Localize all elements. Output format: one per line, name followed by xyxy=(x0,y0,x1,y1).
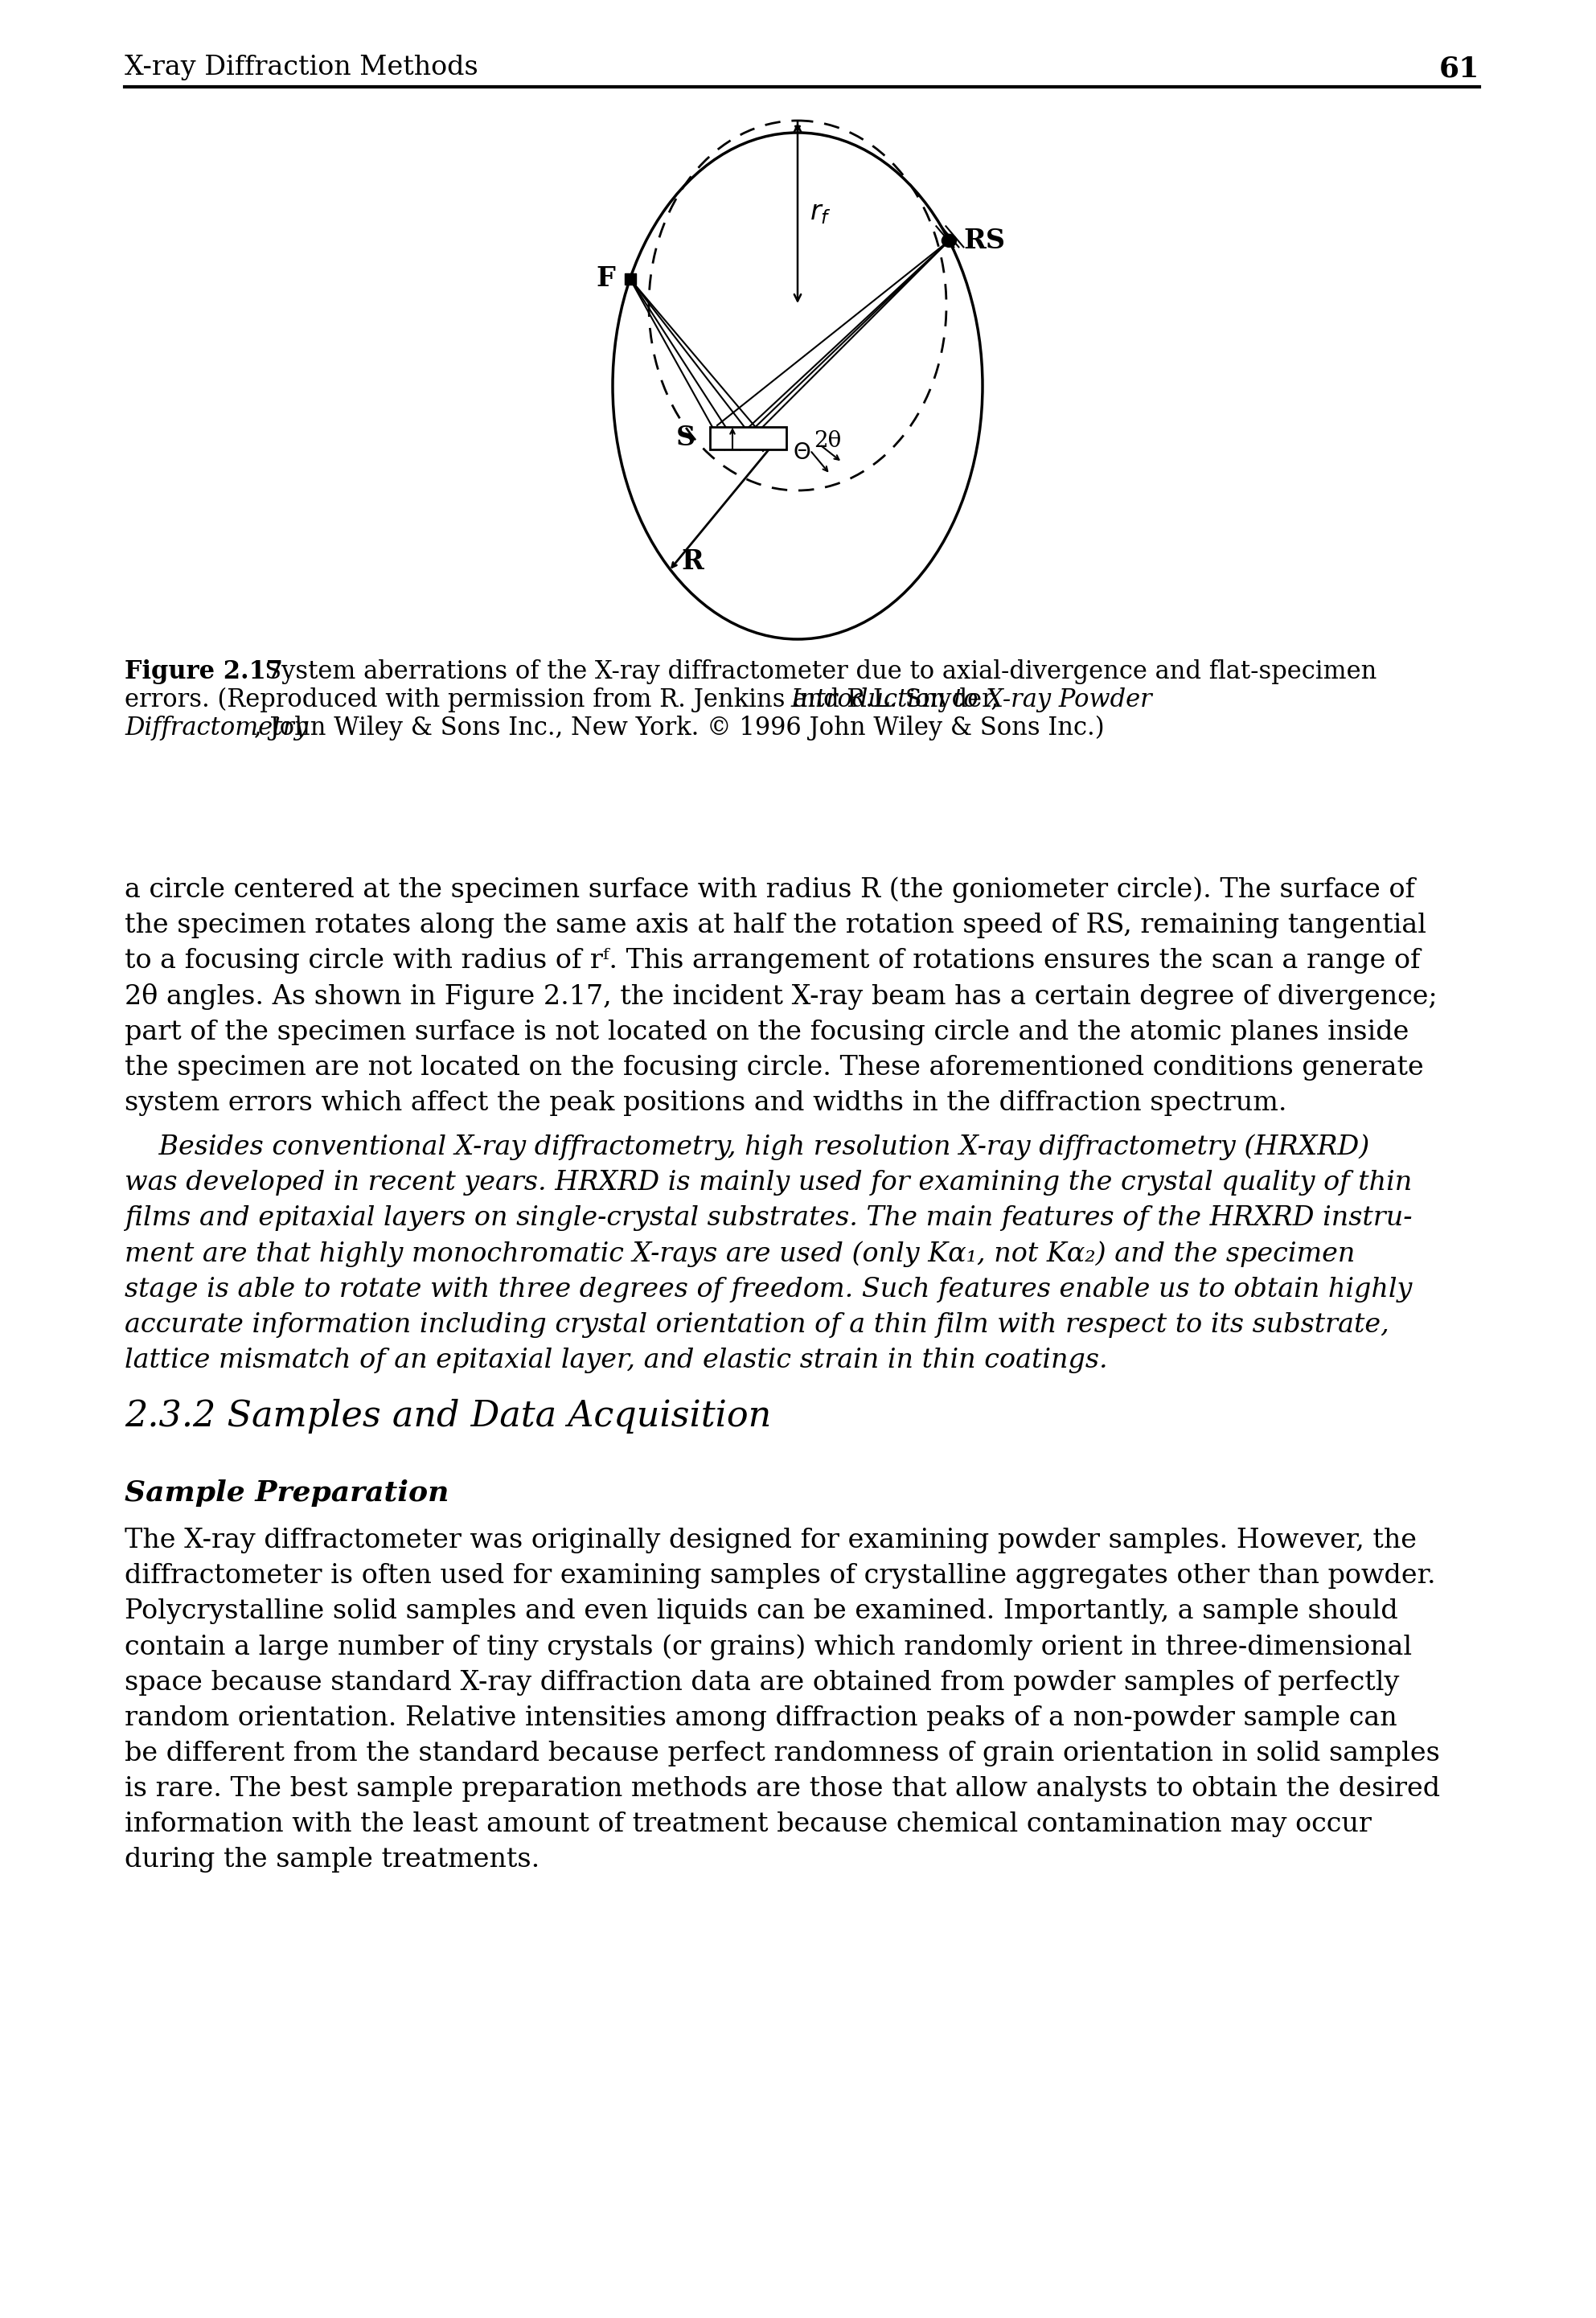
Text: a circle centered at the specimen surface with radius R (the goniometer circle).: a circle centered at the specimen surfac… xyxy=(124,876,1438,1115)
Text: Introduction to X-ray Powder: Introduction to X-ray Powder xyxy=(790,688,1152,712)
Text: The X-ray diffractometer was originally designed for examining powder samples. H: The X-ray diffractometer was originally … xyxy=(124,1528,1440,1873)
Text: , John Wiley & Sons Inc., New York. © 1996 John Wiley & Sons Inc.): , John Wiley & Sons Inc., New York. © 19… xyxy=(254,716,1104,742)
Text: Figure 2.17: Figure 2.17 xyxy=(124,658,282,684)
Bar xyxy=(624,274,635,285)
Text: 2.3.2 Samples and Data Acquisition: 2.3.2 Samples and Data Acquisition xyxy=(124,1400,771,1435)
Text: System aberrations of the X-ray diffractometer due to axial-divergence and flat-: System aberrations of the X-ray diffract… xyxy=(241,658,1377,684)
Text: 61: 61 xyxy=(1440,56,1479,81)
Text: Besides conventional X-ray diffractometry, high resolution X-ray diffractometry : Besides conventional X-ray diffractometr… xyxy=(124,1134,1412,1372)
Text: Sample Preparation: Sample Preparation xyxy=(124,1479,448,1507)
Text: $\Theta$: $\Theta$ xyxy=(792,443,811,464)
Text: errors. (Reproduced with permission from R. Jenkins and R.L. Snyder,: errors. (Reproduced with permission from… xyxy=(124,688,1007,712)
Ellipse shape xyxy=(942,234,956,248)
Text: 2θ: 2θ xyxy=(814,431,841,452)
Text: RS: RS xyxy=(964,227,1005,255)
Text: Diffractometry: Diffractometry xyxy=(124,716,308,739)
Text: S: S xyxy=(675,424,696,452)
Text: $r_f$: $r_f$ xyxy=(809,199,832,225)
Text: X-ray Diffraction Methods: X-ray Diffraction Methods xyxy=(124,56,479,81)
Text: F: F xyxy=(597,267,616,292)
Bar xyxy=(710,427,785,450)
Text: R: R xyxy=(681,549,704,575)
